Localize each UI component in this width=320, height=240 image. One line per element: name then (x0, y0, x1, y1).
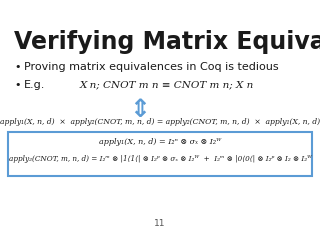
Text: •: • (14, 80, 20, 90)
Text: E.g.: E.g. (24, 80, 45, 90)
Text: apply₂(CNOT, m, n, d) = I₂ᵐ ⊗ |1⟨1⟨| ⊗ I₂ᵖ ⊗ σₓ ⊗ I₂ᵂ  +  I₂ᵐ ⊗ |0⟨0⟨| ⊗ I₂ᵖ ⊗ I: apply₂(CNOT, m, n, d) = I₂ᵐ ⊗ |1⟨1⟨| ⊗ I… (9, 155, 311, 163)
Bar (8, 132, 312, 176)
Text: Proving matrix equivalences in Coq is tedious: Proving matrix equivalences in Coq is te… (24, 62, 279, 72)
Text: Verifying Matrix Equivalences: Verifying Matrix Equivalences (14, 30, 320, 54)
Text: X n; CNOT m n ≡ CNOT m n; X n: X n; CNOT m n ≡ CNOT m n; X n (80, 80, 254, 89)
Text: •: • (14, 62, 20, 72)
Text: apply₁(X, n, d)  ×  apply₂(CNOT, m, n, d) = apply₂(CNOT, m, n, d)  ×  apply₁(X, : apply₁(X, n, d) × apply₂(CNOT, m, n, d) … (0, 118, 320, 126)
Text: ⇕: ⇕ (130, 98, 150, 122)
Text: apply₁(X, n, d) = I₂ⁿ ⊗ σₓ ⊗ I₂ᵂ: apply₁(X, n, d) = I₂ⁿ ⊗ σₓ ⊗ I₂ᵂ (99, 138, 221, 146)
Text: 11: 11 (154, 219, 166, 228)
